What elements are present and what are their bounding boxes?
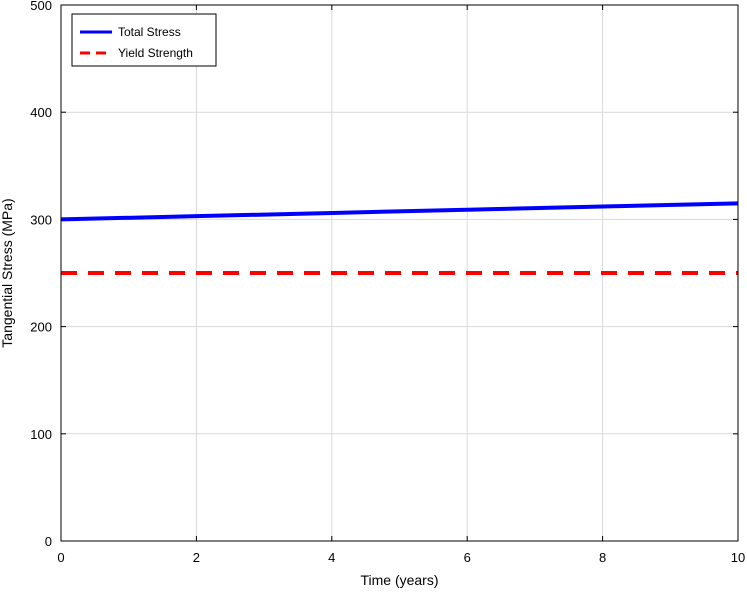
legend-box bbox=[71, 13, 217, 67]
y-tick-label-400: 400 bbox=[30, 105, 52, 120]
x-axis-label: Time (years) bbox=[360, 572, 438, 588]
series-layer bbox=[60, 201, 739, 275]
x-tick-label-8: 8 bbox=[599, 550, 606, 565]
legend-label-yield-strength: Yield Strength bbox=[118, 46, 193, 60]
y-tick-label-200: 200 bbox=[30, 320, 52, 335]
y-axis-label: Tangential Stress (MPa) bbox=[0, 198, 15, 347]
x-tick-label-4: 4 bbox=[328, 550, 335, 565]
series-line-total-stress bbox=[60, 201, 739, 222]
x-tick-label-2: 2 bbox=[193, 550, 200, 565]
x-tick-label-0: 0 bbox=[57, 550, 64, 565]
plot-frame bbox=[60, 4, 739, 542]
x-tick-label-10: 10 bbox=[731, 550, 745, 565]
y-tick-label-0: 0 bbox=[45, 534, 52, 549]
y-tick-label-500: 500 bbox=[30, 0, 52, 13]
legend-label-total-stress: Total Stress bbox=[118, 25, 181, 39]
y-tick-label-100: 100 bbox=[30, 427, 52, 442]
y-tick-label-300: 300 bbox=[30, 212, 52, 227]
grid-layer bbox=[61, 5, 738, 541]
legend: Total Stress Yield Strength bbox=[71, 13, 217, 67]
x-tick-label-6: 6 bbox=[464, 550, 471, 565]
